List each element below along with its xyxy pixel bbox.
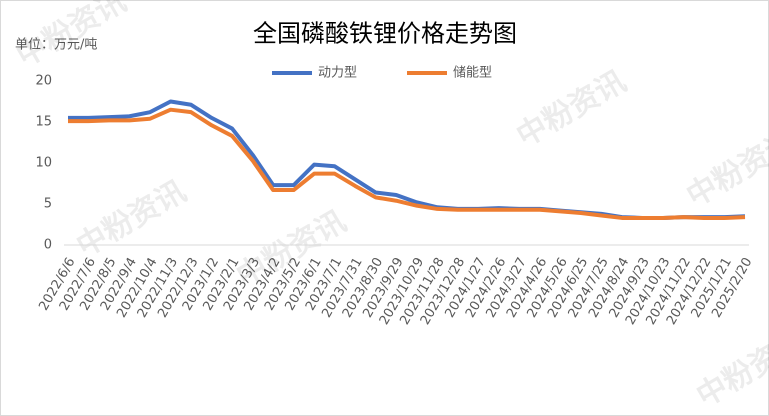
y-tick-label: 20	[35, 74, 52, 89]
series-line	[68, 107, 746, 220]
chart-title: 全国磷酸铁锂价格走势图	[253, 20, 517, 48]
y-tick-label: 0	[44, 238, 52, 253]
legend-label: 储能型	[453, 66, 492, 81]
y-axis-label: 单位：万元/吨	[15, 38, 97, 53]
y-tick-label: 5	[44, 197, 52, 212]
legend-label: 动力型	[318, 66, 357, 81]
y-tick-label: 10	[35, 156, 52, 171]
y-tick-label: 15	[35, 115, 52, 130]
